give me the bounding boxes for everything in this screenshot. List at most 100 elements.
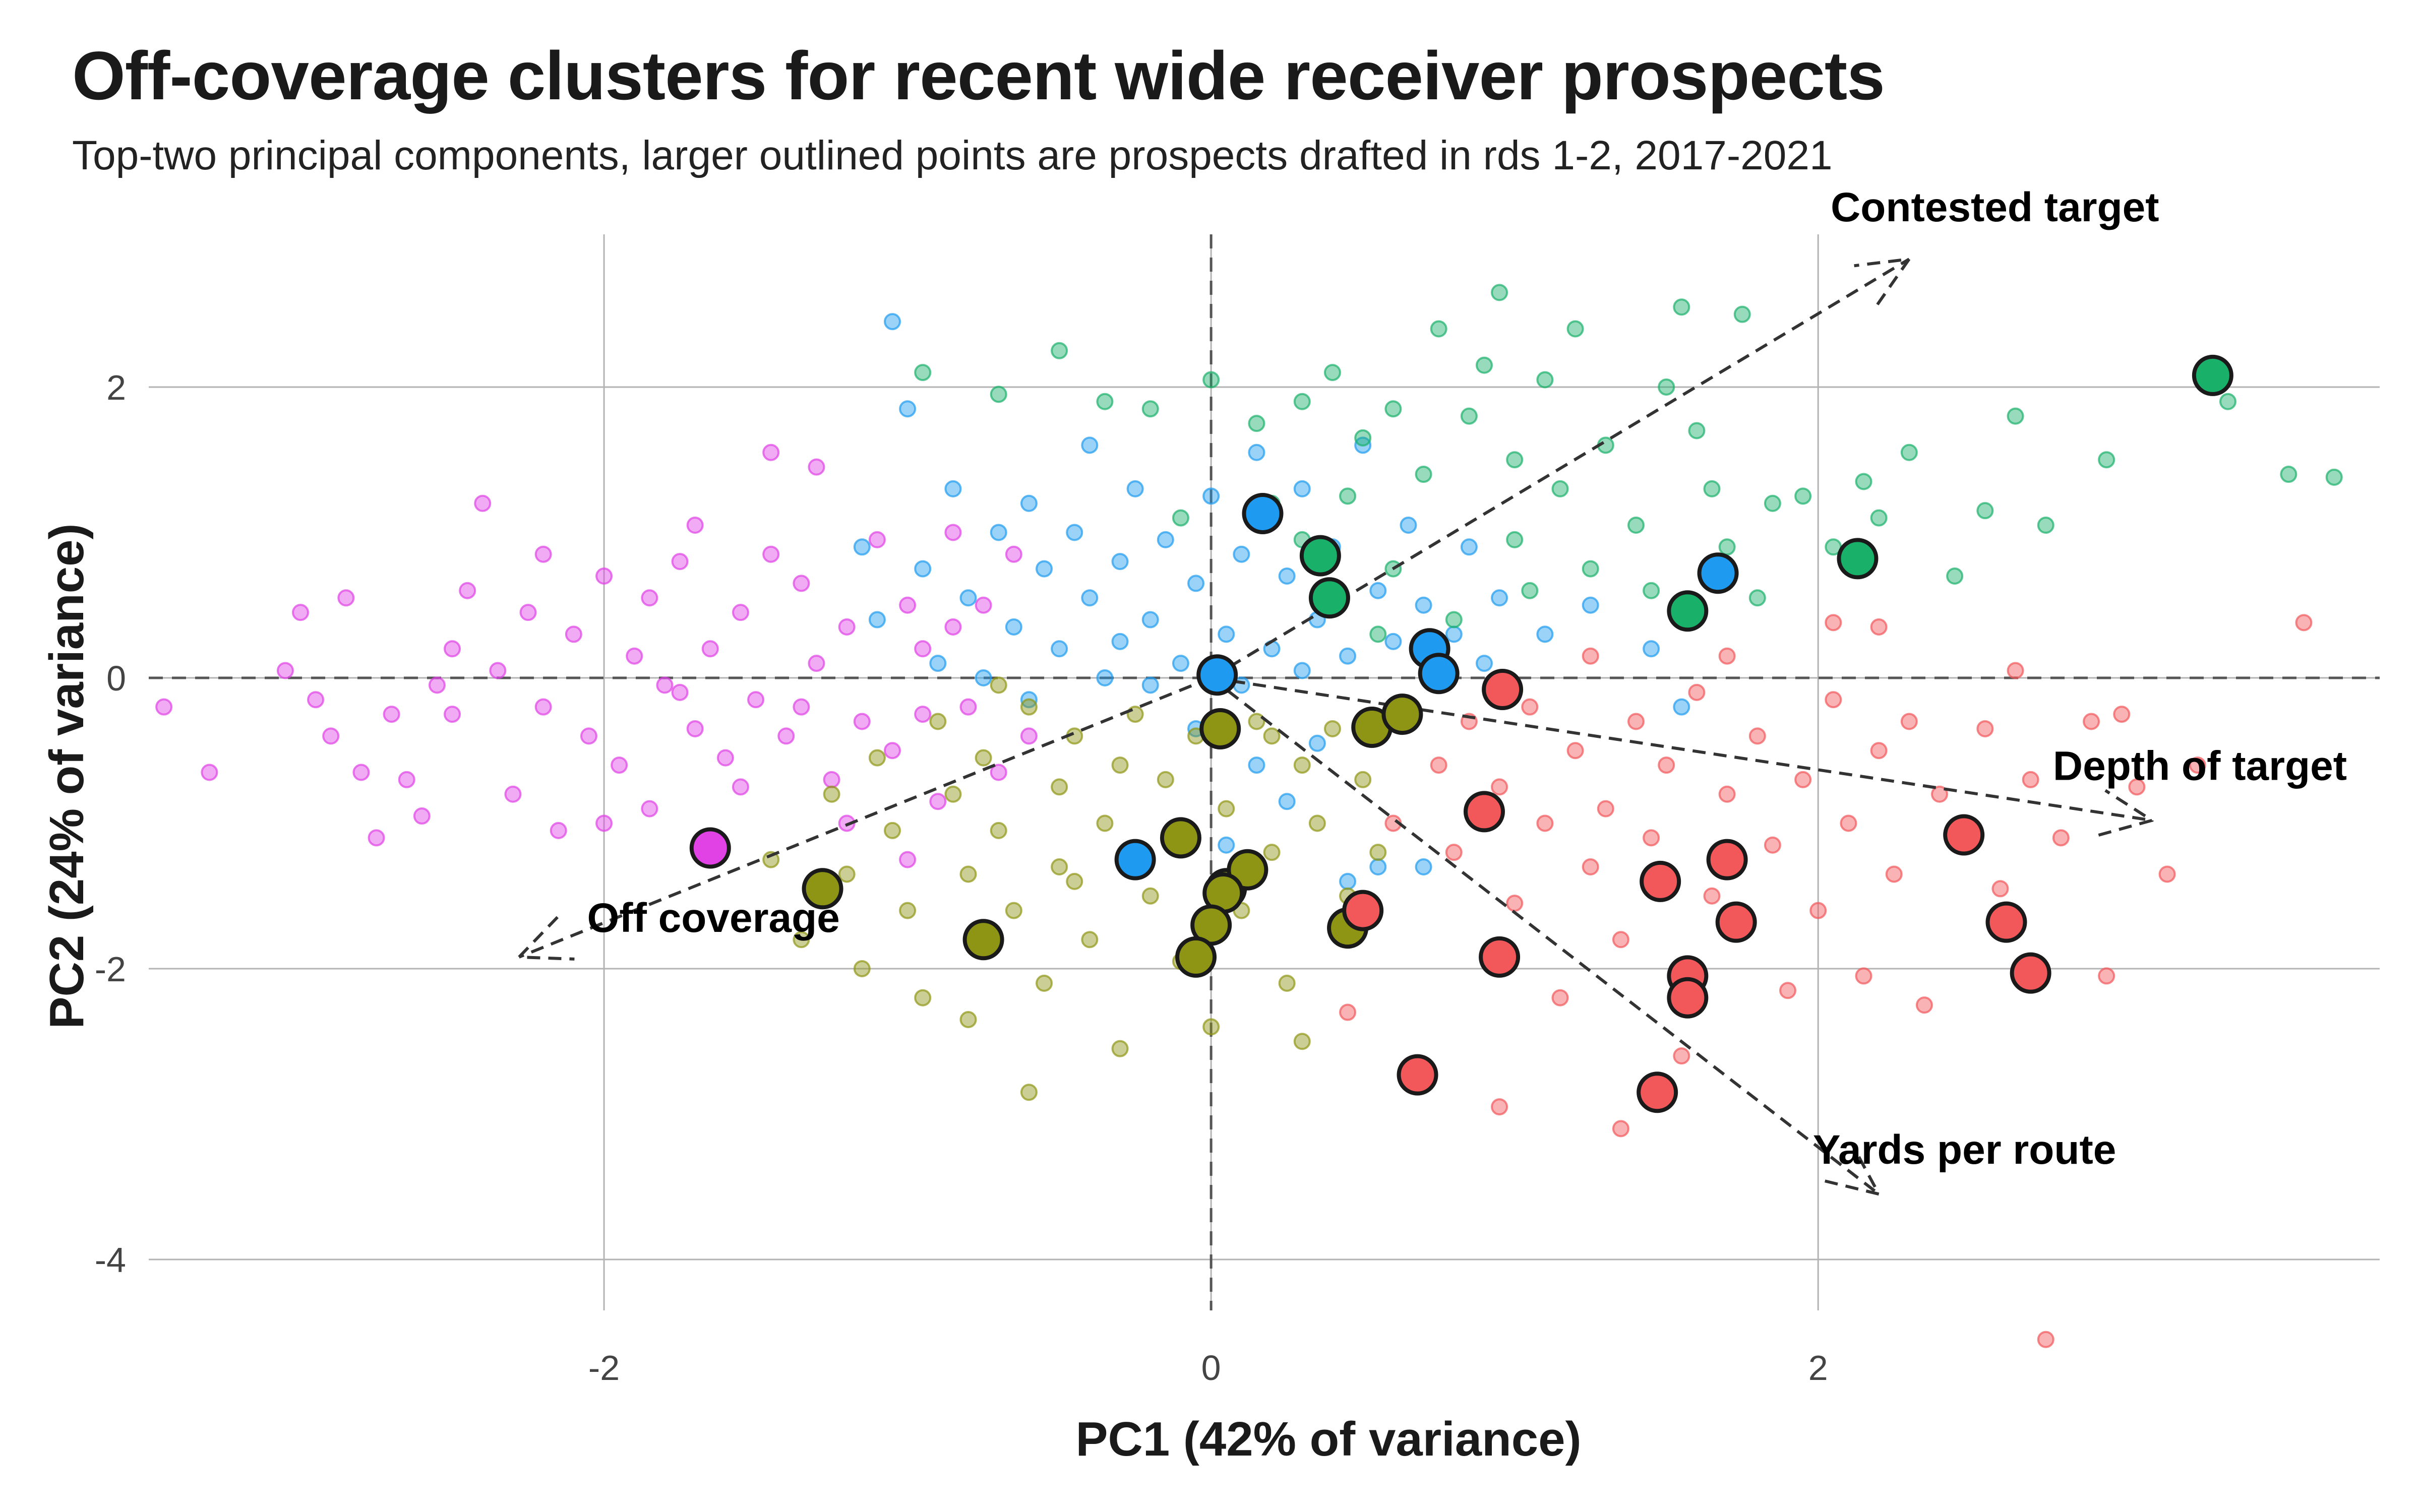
prospect-point — [1036, 974, 1053, 992]
drafted-point — [962, 919, 1004, 961]
prospect-point — [1263, 844, 1281, 861]
prospect-point — [1491, 589, 1508, 607]
prospect-point — [990, 524, 1007, 541]
prospect-point — [1141, 676, 1159, 694]
prospect-point — [1339, 487, 1357, 505]
prospect-point — [914, 640, 932, 658]
prospect-point — [1051, 778, 1068, 796]
prospect-point — [1566, 320, 1584, 338]
prospect-point — [1643, 582, 1660, 599]
prospect-point — [1506, 531, 1524, 548]
prospect-point — [701, 640, 719, 658]
prospect-point — [292, 604, 310, 621]
prospect-point — [1111, 757, 1129, 774]
prospect-point — [352, 764, 370, 781]
drafted-point — [1715, 901, 1757, 943]
prospect-point — [1582, 596, 1599, 614]
prospect-point — [1627, 517, 1645, 534]
drafted-point — [1985, 901, 2027, 943]
prospect-point — [1612, 1120, 1629, 1138]
prospect-point — [1111, 1040, 1129, 1057]
prospect-point — [1126, 706, 1144, 723]
prospect-point — [1141, 611, 1159, 628]
prospect-point — [519, 604, 537, 621]
prospect-point — [2113, 706, 2131, 723]
prospect-point — [1202, 1018, 1220, 1036]
prospect-point — [2037, 1331, 2054, 1348]
drafted-point — [1299, 535, 1341, 577]
drafted-point — [1837, 538, 1879, 580]
prospect-point — [793, 575, 810, 592]
prospect-point — [580, 727, 597, 745]
prospect-point — [276, 662, 294, 679]
prospect-point — [1308, 814, 1326, 832]
prospect-point — [1293, 757, 1311, 774]
loading-arrow-line — [518, 676, 1212, 959]
prospect-point — [1475, 655, 1493, 672]
prospect-point — [1748, 589, 1766, 607]
tick-labels: -2 0 2 -4 -2 0 2 — [95, 368, 1828, 1388]
prospect-point — [944, 618, 962, 636]
prospect-point — [1764, 494, 1781, 512]
prospect-point — [959, 1011, 977, 1028]
prospect-point — [1172, 655, 1189, 672]
prospect-point — [1096, 814, 1114, 832]
prospect-point — [1126, 480, 1144, 497]
prospect-point — [1248, 713, 1265, 730]
prospect-point — [1900, 713, 1918, 730]
prospect-point — [2128, 778, 2146, 796]
prospect-point — [1445, 844, 1463, 861]
drafted-point — [1463, 791, 1505, 833]
prospect-point — [1794, 771, 1812, 788]
drafted-point — [1196, 654, 1238, 696]
prospect-point — [686, 720, 704, 737]
prospect-point — [641, 589, 658, 607]
prospect-point — [1855, 473, 1872, 490]
loading-arrow-head — [515, 916, 575, 961]
prospect-point — [1870, 618, 1888, 636]
prospect-point — [853, 713, 871, 730]
prospect-point — [1946, 568, 1964, 585]
prospect-point — [595, 568, 613, 585]
prospect-point — [1688, 683, 1706, 701]
loading-arrow-line — [1210, 676, 1880, 1195]
prospect-point — [899, 596, 917, 614]
prospect-point — [868, 749, 886, 767]
prospect-point — [1748, 727, 1766, 745]
prospect-point — [1718, 647, 1736, 665]
prospect-point — [504, 785, 522, 803]
prospect-point — [1718, 785, 1736, 803]
prospect-point — [656, 676, 674, 694]
prospect-point — [1855, 967, 1872, 985]
loading-arrow-head — [1854, 257, 1913, 305]
prospect-point — [444, 640, 461, 658]
prospect-point — [1141, 400, 1159, 418]
prospect-point — [1233, 545, 1250, 563]
drafted-point — [802, 868, 843, 910]
prospect-point — [1491, 1098, 1508, 1116]
prospect-point — [853, 960, 871, 977]
prospect-points — [155, 284, 2343, 1348]
prospect-point — [1293, 1033, 1311, 1050]
prospect-point — [1384, 400, 1402, 418]
prospect-point — [1218, 836, 1235, 854]
prospect-point — [1870, 742, 1888, 760]
prospect-point — [611, 757, 628, 774]
prospect-point — [959, 865, 977, 883]
prospect-point — [1081, 931, 1099, 949]
drafted-point — [689, 827, 731, 869]
prospect-point — [383, 706, 400, 723]
prospect-point — [914, 706, 932, 723]
y-tick-label: 2 — [106, 368, 126, 407]
prospect-point — [155, 698, 173, 716]
loading-label: Depth of target — [2053, 743, 2347, 789]
drafted-point — [1418, 653, 1460, 695]
drafted-point — [1943, 814, 1985, 856]
prospect-point — [671, 683, 689, 701]
prospect-point — [1840, 814, 1857, 832]
prospect-point — [2219, 393, 2236, 410]
prospect-point — [2280, 466, 2297, 483]
prospect-point — [1293, 393, 1311, 410]
prospect-point — [1491, 284, 1508, 301]
prospect-point — [2083, 713, 2100, 730]
